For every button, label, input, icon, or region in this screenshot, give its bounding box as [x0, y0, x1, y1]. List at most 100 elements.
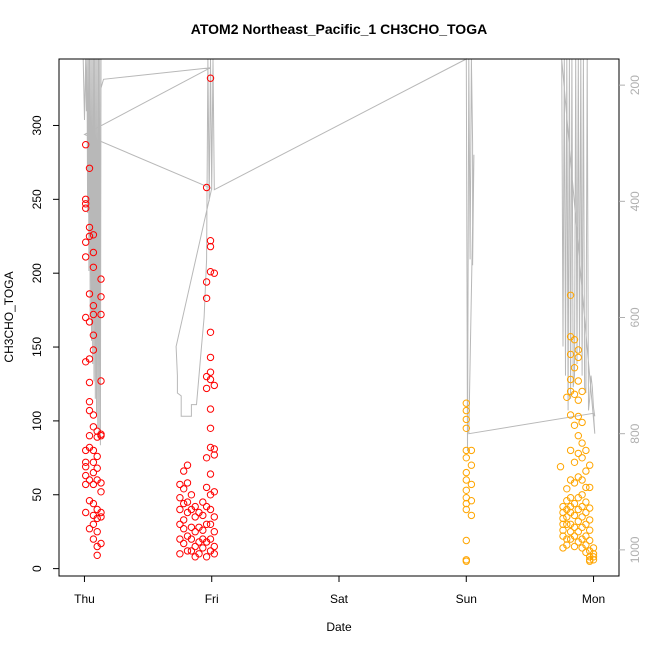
- y-tick-label: 150: [30, 337, 44, 357]
- data-point-series-1: [82, 204, 90, 212]
- data-point-series-1: [89, 302, 98, 310]
- data-point-series-1: [180, 467, 188, 475]
- x-tick-label: Fri: [205, 592, 219, 606]
- data-point-series-1: [97, 310, 105, 319]
- data-point-series-1: [191, 542, 199, 551]
- data-point-series-1: [85, 525, 94, 533]
- data-point-series-1: [183, 547, 192, 555]
- data-point-series-1: [85, 355, 94, 363]
- data-point-series-2: [570, 458, 579, 466]
- data-point-series-2: [570, 479, 579, 487]
- data-point-series-1: [97, 275, 105, 283]
- data-point-series-1: [89, 231, 98, 239]
- data-point-series-2: [574, 396, 582, 404]
- data-point-series-1: [202, 183, 211, 192]
- data-point-series-1: [206, 405, 215, 413]
- altitude-line: [82, 58, 596, 452]
- data-point-series-2: [462, 446, 470, 455]
- data-point-series-1: [89, 331, 98, 339]
- data-point-series-1: [89, 480, 98, 489]
- data-point-series-1: [82, 238, 90, 246]
- data-point-series-1: [93, 528, 101, 536]
- data-point-series-2: [589, 556, 598, 564]
- data-point-series-1: [82, 141, 90, 149]
- data-point-series-2: [586, 461, 594, 469]
- data-point-series-1: [97, 293, 105, 301]
- data-point-series-1: [82, 195, 90, 204]
- data-point-series-2: [462, 415, 470, 424]
- data-point-series-2: [462, 406, 470, 415]
- altitude-layer: [82, 58, 596, 452]
- data-point-series-1: [202, 520, 211, 528]
- data-point-series-1: [206, 368, 215, 376]
- data-point-series-2: [467, 480, 476, 489]
- data-point-series-1: [191, 513, 199, 521]
- data-point-series-1: [85, 406, 94, 415]
- x-tick-label: Mon: [582, 592, 605, 606]
- data-point-series-2: [589, 553, 598, 561]
- data-point-series-2: [570, 390, 579, 398]
- data-point-series-1: [93, 452, 101, 461]
- data-point-series-1: [89, 535, 98, 543]
- data-point-series-1: [85, 290, 94, 298]
- data-point-series-1: [187, 523, 196, 531]
- data-point-series-1: [97, 513, 105, 521]
- data-point-series-2: [574, 528, 582, 536]
- data-point-series-1: [210, 488, 219, 496]
- data-point-series-2: [582, 467, 590, 475]
- data-point-series-1: [176, 520, 184, 528]
- data-point-series-1: [97, 377, 105, 385]
- data-point-series-1: [206, 353, 215, 362]
- x-tick-label: Sun: [456, 592, 477, 606]
- data-point-series-2: [462, 399, 470, 407]
- data-point-series-2: [574, 346, 582, 354]
- data-point-series-2: [566, 350, 575, 359]
- data-point-series-2: [574, 432, 582, 440]
- data-point-series-1: [89, 468, 98, 477]
- data-point-series-1: [82, 463, 90, 471]
- data-point-series-1: [210, 269, 219, 277]
- y2-tick-label: 200: [628, 75, 642, 95]
- data-point-series-1: [85, 398, 94, 406]
- data-point-series-2: [574, 377, 582, 385]
- data-point-series-1: [206, 74, 215, 82]
- data-point-series-2: [570, 542, 579, 551]
- data-point-series-1: [191, 502, 199, 511]
- data-point-series-2: [467, 461, 476, 469]
- data-point-series-1: [82, 508, 90, 517]
- data-point-series-2: [563, 541, 571, 549]
- data-point-series-1: [89, 411, 98, 419]
- data-point-series-2: [566, 411, 575, 419]
- data-point-series-2: [586, 536, 594, 545]
- data-point-series-1: [199, 498, 207, 506]
- data-point-series-2: [566, 528, 575, 536]
- data-point-series-1: [210, 451, 219, 459]
- data-point-series-1: [206, 443, 215, 452]
- data-point-series-1: [82, 200, 90, 208]
- data-point-series-1: [206, 328, 215, 336]
- data-point-series-1: [206, 470, 215, 478]
- y-tick-label: 200: [30, 263, 44, 283]
- data-point-series-1: [210, 513, 219, 521]
- data-point-series-2: [574, 449, 582, 458]
- y-axis-right: 200 400 600 800 1000: [619, 75, 642, 563]
- data-point-series-1: [82, 458, 90, 466]
- data-point-series-1: [89, 263, 98, 271]
- data-point-series-2: [566, 375, 575, 384]
- points-layer: [82, 74, 598, 565]
- y2-tick-label: 400: [628, 191, 642, 211]
- data-point-series-2: [462, 424, 470, 432]
- data-point-series-1: [85, 232, 94, 241]
- data-point-series-1: [199, 526, 207, 534]
- y2-tick-label: 1000: [628, 536, 642, 563]
- data-point-series-1: [89, 520, 98, 528]
- data-point-series-2: [467, 511, 476, 520]
- data-point-series-2: [556, 463, 565, 471]
- data-point-series-2: [578, 513, 586, 521]
- data-point-series-1: [202, 278, 211, 286]
- data-point-series-1: [85, 164, 94, 173]
- data-point-series-1: [97, 432, 105, 440]
- data-point-series-1: [176, 480, 184, 489]
- data-point-series-1: [180, 485, 188, 493]
- data-point-series-2: [582, 532, 590, 540]
